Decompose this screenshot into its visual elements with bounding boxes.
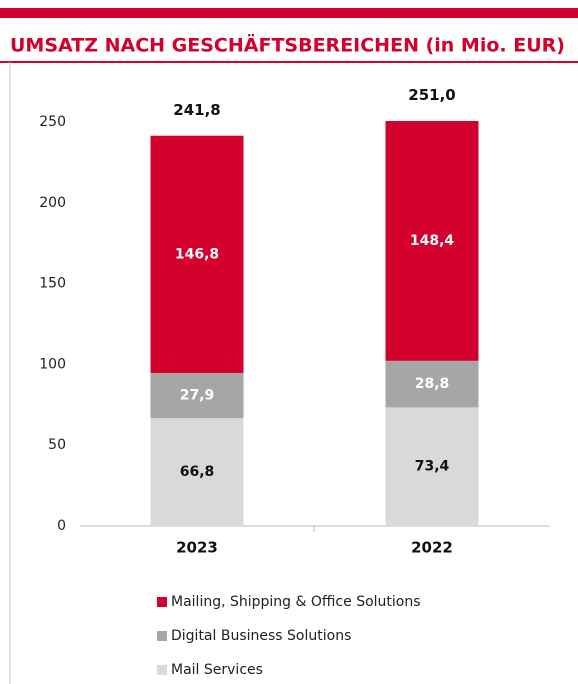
legend-label: Mail Services	[171, 662, 263, 678]
y-tick-label: 50	[48, 437, 66, 453]
bar-segment	[385, 360, 479, 408]
y-tick-label: 250	[39, 114, 66, 130]
y-tick-label: 200	[39, 195, 66, 211]
legend-label: Mailing, Shipping & Office Solutions	[171, 594, 421, 610]
bar-segment	[385, 121, 479, 361]
value-label: 28,8	[415, 376, 450, 392]
legend-label: Digital Business Solutions	[171, 628, 351, 644]
bar-segment	[150, 418, 244, 526]
value-label: 73,4	[415, 459, 450, 475]
total-label: 241,8	[173, 101, 220, 119]
legend-swatch	[157, 665, 167, 675]
bar-segment	[385, 407, 479, 526]
value-label: 146,8	[175, 246, 219, 262]
total-label: 251,0	[408, 86, 455, 104]
chart-title: UMSATZ NACH GESCHÄFTSBEREICHEN (in Mio. …	[10, 33, 565, 57]
value-label: 148,4	[410, 233, 455, 249]
legend-swatch	[157, 597, 167, 607]
value-label: 66,8	[180, 464, 215, 480]
bar-segment	[150, 135, 244, 373]
y-tick-label: 0	[57, 518, 66, 534]
y-tick-label: 100	[39, 356, 66, 372]
value-label: 27,9	[180, 388, 215, 404]
legend-swatch	[157, 631, 167, 641]
top-band	[0, 8, 578, 18]
y-tick-label: 150	[39, 276, 66, 292]
bar-segment	[150, 372, 244, 419]
x-tick-label: 2022	[411, 539, 453, 557]
x-tick-label: 2023	[176, 539, 218, 557]
